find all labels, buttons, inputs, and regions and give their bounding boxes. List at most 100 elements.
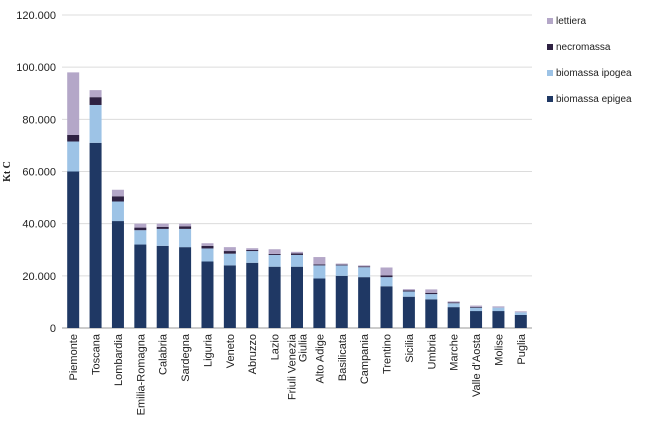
x-category-label: Liguria [202,333,214,367]
bar-segment [313,278,326,328]
x-category-label: Toscana [91,333,103,375]
bar-segment [134,244,147,328]
bar-segment [201,243,214,246]
bar-segment [291,251,303,254]
bar-segment [402,296,415,328]
bar-segment [425,299,438,328]
x-category-label: Umbria [426,333,438,369]
bar-segment [402,291,415,297]
bar-segment [246,248,259,251]
y-tick-label: 20.000 [22,271,56,283]
x-category-label: Valle d'Aosta [471,333,483,397]
bar-segment [134,230,147,245]
bar-segment [111,221,124,328]
bar-segment [358,265,371,267]
x-category-label: Basilicata [337,333,349,381]
bar-segment [268,249,281,254]
bar-segment [470,307,483,312]
y-axis-label: Kt C [2,161,13,182]
x-category-label: Friuli Venezia [287,333,299,400]
bar-segment [223,247,236,252]
legend-label: necromassa [556,42,611,53]
bar-segment [67,171,80,328]
bar-segment [425,292,438,295]
bar-segment [380,267,393,276]
bar-segment [291,266,303,328]
bar-segment [380,286,393,328]
bar-segment [313,264,326,266]
legend-label: biomassa ipogea [556,68,632,79]
x-category-label: Alto Adige [314,334,326,384]
bar-segment [291,254,303,267]
bar-segment [156,245,169,328]
y-tick-label: 100.000 [16,62,56,74]
x-category-label: Lombardia [113,333,125,386]
bar-segment [268,266,281,328]
bar-segment [89,104,102,143]
bar-segment [268,253,281,255]
bar-segment [492,306,505,308]
x-category-label: Sardegna [180,333,192,382]
x-category-label: Abruzzo [247,334,259,374]
x-category-label: Molise [493,334,505,366]
bar-segment [402,290,415,292]
bar-segment [447,301,460,303]
bar-segment [134,227,147,231]
bar-segment [179,226,192,229]
bar-segment [179,228,192,248]
x-category-label: Piemonte [68,334,80,380]
bar-segment [223,265,236,328]
x-category-label: Marche [449,334,461,371]
bar-segment [313,257,326,265]
bar-segment [156,223,169,227]
bar-segment [201,248,214,262]
bar-segment [111,196,124,202]
x-category-label: Lazio [270,334,282,360]
bar-segment [447,302,460,304]
bar-segment [223,251,236,254]
bar-segment [492,307,505,312]
x-category-label: Trentino [382,334,394,374]
bar-segment [134,223,147,228]
bar-segment [201,261,214,328]
bar-segment [514,311,527,313]
y-tick-label: 80.000 [22,114,56,126]
legend-label: lettiera [556,16,586,27]
bar-segment [425,289,438,293]
bar-segment [156,226,169,229]
bar-segment [470,305,483,307]
bar-segment [313,265,326,279]
x-category-label: Calabria [158,333,170,375]
y-tick-label: 40.000 [22,219,56,231]
x-category-label: Veneto [225,334,237,368]
bar-segment [514,312,527,315]
bar-segment [111,189,124,197]
bar-segment [89,97,102,105]
bar-segment [67,141,80,172]
bar-segment [514,314,527,328]
bar-segment [268,254,281,267]
legend-label: biomassa epigea [556,94,632,105]
y-tick-label: 120.000 [16,10,56,22]
x-category-label: Giulia [298,333,310,362]
bar-segment [425,294,438,300]
bar-segment [470,311,483,328]
bar-segment [111,201,124,222]
bar-segment [358,266,371,268]
bar-segment [246,251,259,263]
x-category-label: Sicilia [404,333,416,363]
legend-swatch [547,18,553,24]
legend-swatch [547,70,553,76]
bar-segment [67,72,80,135]
bar-segment [335,264,348,266]
bar-segment [335,265,348,276]
bar-segment [201,245,214,249]
legend-swatch [547,44,553,50]
bar-segment [447,307,460,328]
bar-segment [89,90,102,98]
bar-segment [246,250,259,252]
bar-segment [89,142,102,328]
bar-segment [291,253,303,255]
bar-segment [246,262,259,328]
